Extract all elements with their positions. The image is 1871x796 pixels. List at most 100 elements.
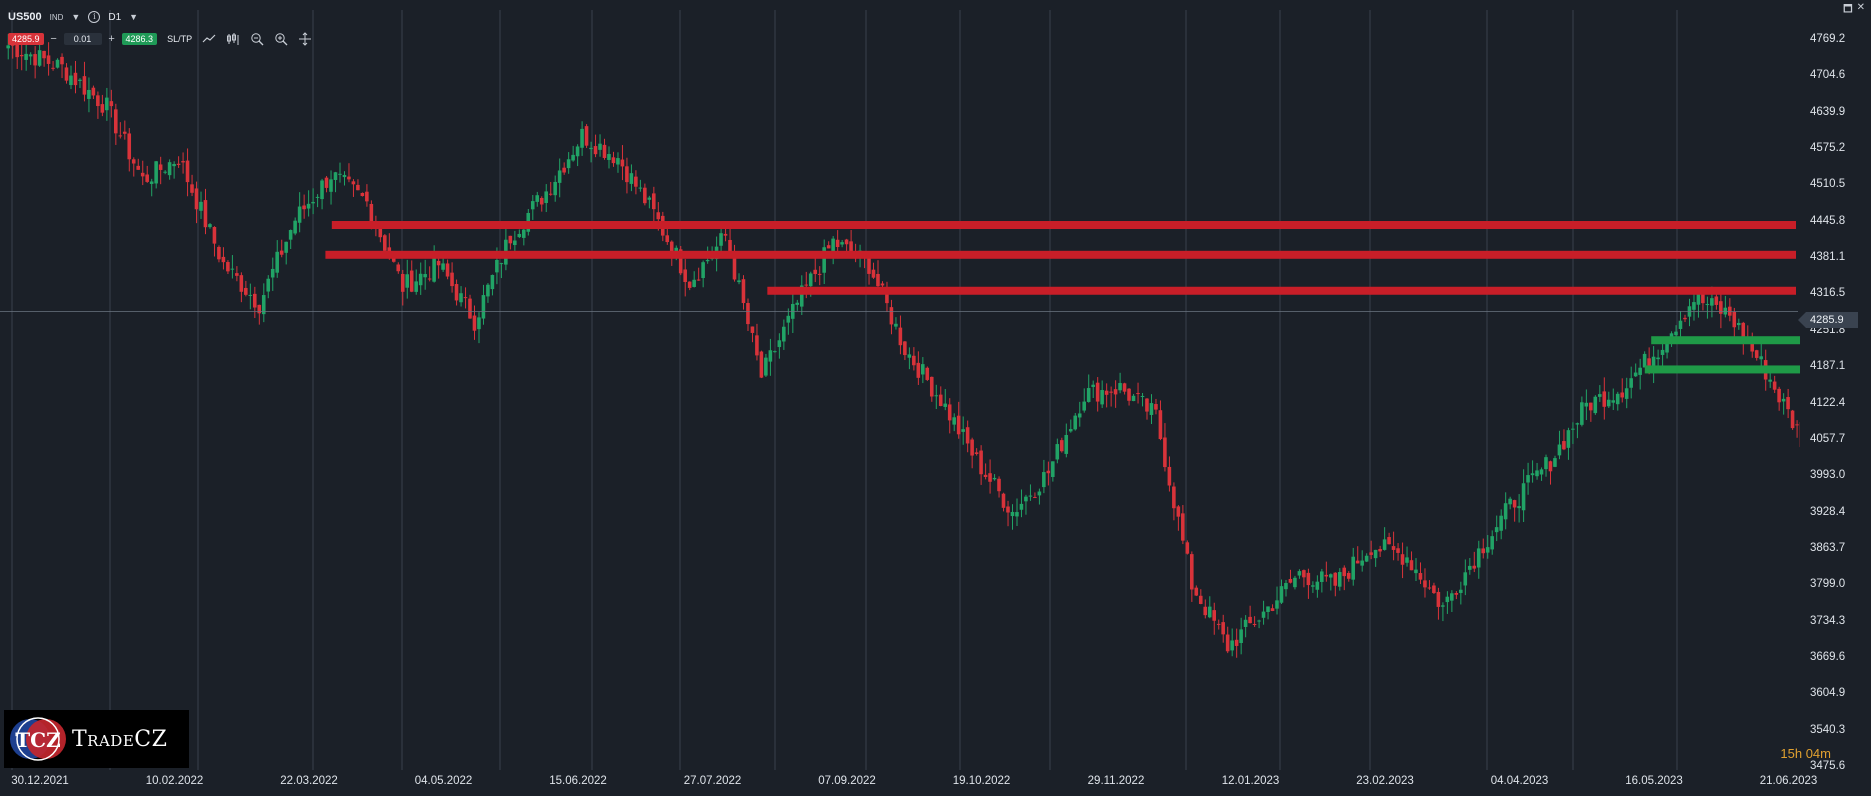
candle-body [1539,469,1544,475]
candle-body [894,323,898,327]
candle-body [432,256,436,282]
sltp-button[interactable]: SL/TP [167,33,193,44]
date-tick-label: 29.11.2022 [1087,775,1145,787]
zoom-out-icon[interactable] [250,32,264,46]
candle-body [907,354,912,358]
candle-body [1248,616,1252,624]
price-tick-label: 3540.3 [1810,723,1846,736]
candle-body [1499,515,1503,531]
candle-body [952,417,956,425]
candle-body [396,264,401,272]
candle-body [741,279,746,304]
candle-body [1019,503,1024,510]
candle-body [607,154,611,160]
candle-body [1198,595,1203,604]
candle-body [1624,388,1629,399]
quantity-input[interactable]: 0.01 [63,32,102,45]
price-tick-label: 4057.7 [1810,432,1846,445]
candles-icon[interactable] [226,32,240,46]
candle-body [1450,593,1454,601]
candle-body [638,187,643,189]
candle-body [835,239,840,247]
candle-body [1423,580,1427,588]
candle-body [1145,398,1149,412]
candle-body [1476,548,1481,568]
candle-body [517,233,522,238]
candle-body [1387,537,1391,545]
candle-body [1342,567,1347,577]
candle-body [239,275,244,292]
candle-body [992,477,997,480]
candle-body [1790,410,1795,429]
candle-body [1140,395,1145,397]
line-chart-icon[interactable] [202,32,216,46]
candle-body [1234,639,1239,646]
close-icon[interactable]: ✕ [1856,2,1865,13]
candle-body [1172,486,1176,509]
candle-body [1732,311,1737,328]
candle-body [669,241,674,257]
candle-body [764,357,768,376]
candle-body [257,304,262,314]
timeframe-select[interactable]: D1 [108,11,122,23]
candle-body [593,146,598,155]
candle-body [261,295,266,315]
buy-button[interactable]: 4286.3 [121,32,158,45]
candle-body [871,269,876,278]
candle-body [347,176,351,180]
candle-body [1351,556,1355,580]
candle-body [889,307,894,325]
candle-body [965,427,970,444]
candle-body [1759,356,1763,360]
maximize-icon[interactable]: 🗖 [1843,4,1853,15]
candle-body [1046,470,1051,474]
candle-body [208,224,212,228]
candle-body [1719,301,1723,314]
candle-body [1059,440,1064,452]
timeframe-dropdown-icon[interactable]: ▼ [129,12,139,22]
candle-body [782,326,786,342]
date-tick-label: 15.06.2022 [549,775,607,787]
candle-body [405,274,409,288]
crosshair-icon[interactable] [298,31,312,46]
symbol-name[interactable]: US500 [8,11,42,23]
info-icon[interactable]: i [88,11,101,23]
candle-body [136,165,140,170]
candle-body [898,327,903,346]
candle-body [311,201,315,204]
countdown-minutes-unit: m [1820,746,1831,761]
candle-body [925,367,930,380]
price-tick-label: 3928.4 [1810,505,1846,518]
candle-body [1584,402,1589,407]
increase-quantity-button[interactable]: + [108,32,115,45]
candle-body [96,95,100,107]
candle-body [1100,390,1104,405]
candle-body [383,235,387,251]
candle-body [983,474,988,478]
candle-body [1526,475,1530,483]
symbol-dropdown-icon[interactable]: ▼ [71,12,81,22]
price-chart[interactable] [0,0,1800,796]
candle-body [1660,349,1665,355]
decrease-quantity-button[interactable]: − [50,32,57,45]
candle-body [33,54,37,66]
candle-body [938,394,943,406]
zoom-in-icon[interactable] [274,32,288,46]
candle-body [777,340,782,348]
candle-body [1454,593,1459,595]
sell-button[interactable]: 4285.9 [8,32,44,45]
candle-body [114,109,118,134]
price-tick-label: 4122.4 [1810,396,1846,409]
candle-body [1535,470,1539,477]
support-zone [1651,336,1800,345]
candle-body [1593,396,1598,414]
price-tick-label: 4187.1 [1810,360,1846,373]
candle-body [557,170,562,183]
candle-body [1396,548,1400,553]
candle-body [78,79,82,81]
candle-body [1566,430,1571,448]
candle-body [1324,574,1329,577]
candle-body [1521,483,1526,511]
candle-body [521,229,526,238]
